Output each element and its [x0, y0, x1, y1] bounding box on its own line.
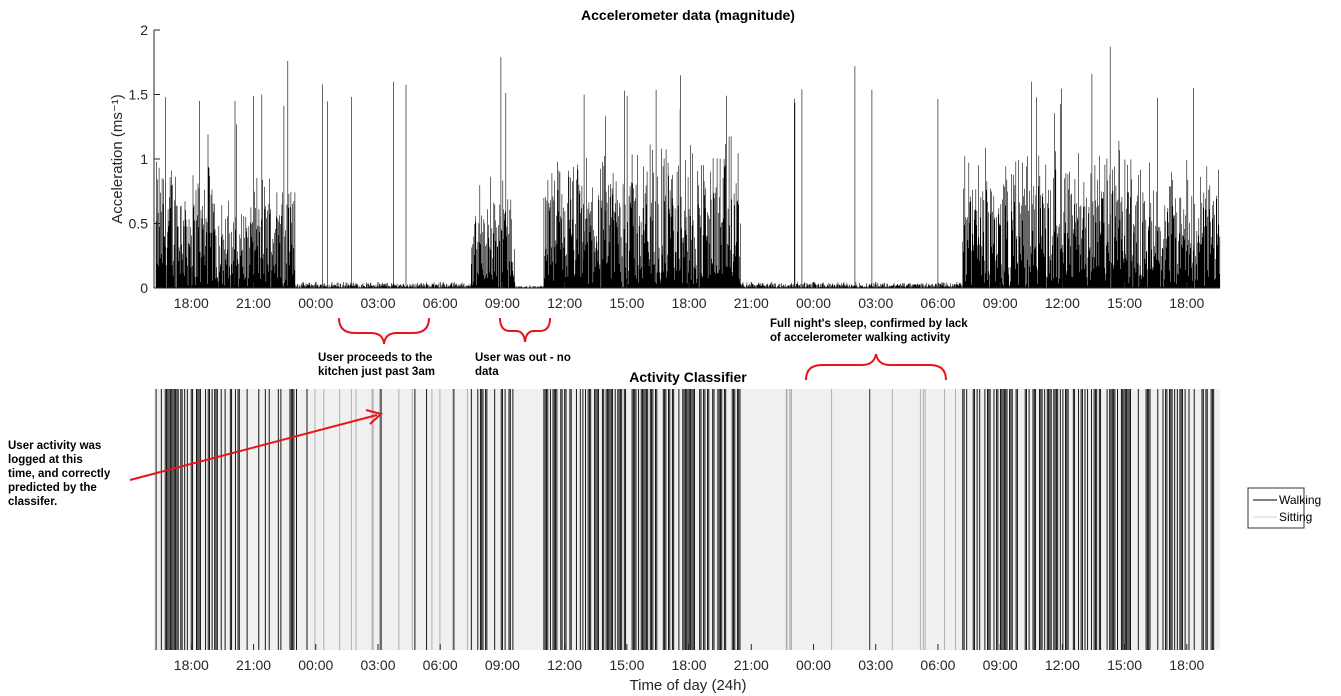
legend-label-sitting: Sitting	[1279, 510, 1312, 524]
activity-x-tick-label: 06:00	[423, 657, 458, 673]
note-logged-line3: time, and correctly	[8, 468, 111, 480]
annotations: User proceeds to the kitchen just past 3…	[8, 317, 971, 508]
activity-chart: Activity Classifier 18:00 21:00 00:00 03:00…	[154, 369, 1220, 694]
activity-x-tick-label: 18:00	[1169, 657, 1204, 673]
note-logged-line4: predicted by the	[8, 482, 97, 494]
accel-y-tick-label: 0	[140, 280, 148, 296]
accel-y-tick-label: 2	[140, 22, 148, 38]
accel-segment	[962, 81, 1063, 288]
note-kitchen: User proceeds to the kitchen just past 3…	[318, 352, 436, 378]
accel-y-label: Acceleration (ms⁻¹)	[109, 94, 126, 224]
legend-label-walking: Walking	[1279, 493, 1321, 507]
activity-walking-segment	[470, 389, 514, 650]
accel-segment	[471, 57, 516, 288]
activity-bars	[155, 389, 1215, 650]
activity-x-tick-label: 15:00	[1107, 657, 1142, 673]
accelerometer-chart: Accelerometer data (magnitude) 0 0.5 1 1.5 2…	[109, 7, 1221, 311]
accel-segment	[294, 81, 472, 288]
note-logged: User activity was logged at this time, a…	[8, 440, 113, 508]
activity-walking-segment	[306, 389, 455, 650]
activity-x-tick-label: 18:00	[174, 657, 209, 673]
accel-title: Accelerometer data (magnitude)	[581, 7, 795, 23]
accel-x-tick-label: 03:00	[360, 295, 395, 311]
activity-x-ticks: 18:00 21:00 00:00 03:00 06:00 09:00 12:00 15:00…	[174, 644, 1205, 673]
logged-arrow	[129, 409, 384, 481]
note-out-line1: User was out - no	[475, 352, 571, 364]
accel-segment	[605, 75, 741, 288]
accel-x-tick-label: 12:00	[547, 295, 582, 311]
activity-x-tick-label: 15:00	[609, 657, 644, 673]
accel-x-tick-label: 12:00	[1045, 295, 1080, 311]
legend-box	[1247, 487, 1305, 529]
accel-segment	[740, 66, 963, 288]
accel-segment	[218, 101, 250, 288]
note-kitchen-line1: User proceeds to the	[318, 352, 432, 364]
accel-x-tick-label: 09:00	[485, 295, 520, 311]
accel-segment	[182, 101, 219, 288]
accel-segment	[1062, 46, 1146, 288]
note-kitchen-line2: kitchen just past 3am	[318, 366, 435, 378]
activity-faint-lines	[314, 389, 956, 650]
accel-x-tick-label: 00:00	[796, 295, 831, 311]
activity-x-tick-label: 00:00	[796, 657, 831, 673]
note-out: User was out - no data	[475, 352, 574, 378]
activity-x-tick-label: 03:00	[360, 657, 395, 673]
activity-x-tick-label: 18:00	[672, 657, 707, 673]
accel-x-ticks: 18:00 21:00 00:00 03:00 06:00 09:00 12:00 15:00…	[174, 282, 1205, 311]
activity-x-tick-label: 09:00	[485, 657, 520, 673]
activity-walking-segment	[543, 389, 605, 650]
accel-y-tick-label: 1.5	[129, 87, 149, 103]
accel-series	[155, 46, 1221, 288]
activity-x-label: Time of day (24h)	[630, 677, 747, 694]
note-sleep: Full night's sleep, confirmed by lack of…	[770, 318, 971, 344]
accel-x-tick-label: 18:00	[672, 295, 707, 311]
brace-out	[499, 317, 551, 343]
brace-kitchen	[338, 317, 430, 345]
accel-x-tick-label: 18:00	[1169, 295, 1204, 311]
accel-x-tick-label: 06:00	[423, 295, 458, 311]
note-logged-line2: logged at this	[8, 454, 83, 466]
activity-title: Activity Classifier	[629, 369, 747, 385]
activity-walking-segment	[234, 389, 297, 650]
activity-x-tick-label: 03:00	[858, 657, 893, 673]
activity-walking-segment	[605, 389, 741, 650]
note-sleep-line2: of accelerometer walking activity	[770, 332, 951, 344]
activity-walking-segment	[962, 389, 1215, 650]
accel-y-ticks: 0 0.5 1 1.5 2	[129, 22, 160, 296]
activity-x-tick-label: 21:00	[236, 657, 271, 673]
accel-y-tick-label: 1	[140, 151, 148, 167]
accel-y-tick-label: 0.5	[129, 216, 149, 232]
accel-segment	[155, 97, 183, 288]
activity-walking-segment	[192, 389, 233, 650]
accel-segment	[543, 94, 607, 288]
activity-x-tick-label: 12:00	[547, 657, 582, 673]
accel-x-tick-label: 15:00	[609, 295, 644, 311]
brace-sleep	[805, 353, 947, 381]
accel-segment	[1145, 88, 1221, 288]
accel-x-tick-label: 18:00	[174, 295, 209, 311]
note-sleep-line1: Full night's sleep, confirmed by lack	[770, 318, 968, 330]
accel-x-tick-label: 15:00	[1107, 295, 1142, 311]
activity-x-tick-label: 00:00	[298, 657, 333, 673]
activity-x-tick-label: 09:00	[983, 657, 1018, 673]
activity-x-tick-label: 12:00	[1045, 657, 1080, 673]
note-logged-line1: User activity was	[8, 440, 101, 452]
accel-x-tick-label: 03:00	[858, 295, 893, 311]
activity-legend: Walking Sitting	[1247, 487, 1321, 529]
activity-x-tick-label: 21:00	[734, 657, 769, 673]
accel-x-tick-label: 21:00	[236, 295, 271, 311]
accel-x-tick-label: 06:00	[920, 295, 955, 311]
note-out-line2: data	[475, 366, 499, 378]
note-logged-line5: classifer.	[8, 496, 57, 508]
accel-segment	[249, 94, 279, 288]
accel-segment	[278, 61, 296, 288]
activity-x-tick-label: 06:00	[920, 657, 955, 673]
accel-x-tick-label: 21:00	[734, 295, 769, 311]
accel-x-tick-label: 00:00	[298, 295, 333, 311]
accel-x-tick-label: 09:00	[983, 295, 1018, 311]
activity-walking-segment	[155, 389, 192, 650]
